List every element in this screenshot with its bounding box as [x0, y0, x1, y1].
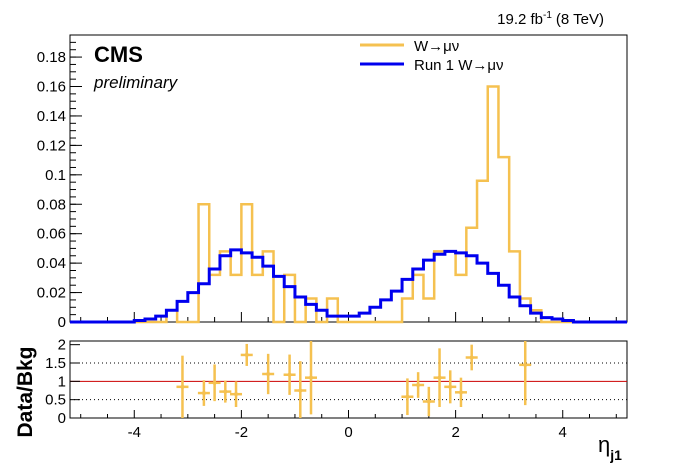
ratio-marker	[223, 389, 228, 394]
ratio-reference-lines	[70, 362, 627, 401]
main-y-tick-label: 0.18	[37, 49, 66, 66]
ratio-marker	[287, 372, 292, 377]
ratio-point	[433, 348, 446, 407]
ratio-marker	[244, 352, 249, 357]
ratio-point	[208, 364, 221, 402]
ratio-marker	[266, 372, 271, 376]
ratio-y-tick-label: 1	[58, 373, 66, 390]
main-y-tick-label: 0.1	[45, 167, 66, 184]
ratio-marker	[458, 390, 463, 395]
ratio-point	[401, 378, 414, 416]
main-y-tick-label: 0	[58, 314, 66, 331]
lumi-value: 19.2 fb	[497, 11, 543, 28]
ratio-marker	[309, 375, 314, 380]
ratio-marker	[437, 375, 442, 380]
ratio-marker	[469, 355, 474, 360]
ratio-point	[197, 380, 210, 406]
status-label: preliminary	[93, 73, 179, 92]
x-axis-title-main: η	[598, 432, 610, 457]
ratio-marker	[448, 384, 453, 389]
ratio-marker	[405, 394, 410, 399]
ratio-point	[412, 372, 425, 398]
ratio-x-tick-label: -4	[128, 424, 141, 441]
ratio-x-tick-label: 0	[344, 424, 352, 441]
main-y-tick-label: 0.12	[37, 137, 66, 154]
experiment-label: CMS	[94, 42, 143, 67]
ratio-point	[465, 344, 478, 371]
ratio-x-tick-label: 4	[559, 424, 567, 441]
ratio-points-layer	[176, 341, 532, 418]
main-y-tick-label: 0.08	[37, 196, 66, 213]
main-y-tick-label: 0.16	[37, 79, 66, 96]
ratio-point	[176, 355, 189, 418]
ratio-point	[240, 343, 253, 366]
ratio-point	[519, 341, 532, 406]
ratio-point	[230, 381, 243, 407]
ratio-marker	[416, 383, 421, 387]
ratio-y-axis: 00.5 11.52	[45, 337, 80, 427]
ratio-y-tick-label: 2	[58, 337, 66, 354]
ratio-marker	[298, 388, 303, 393]
ratio-marker	[523, 362, 528, 367]
ratio-y-tick-label: 0.5	[45, 392, 66, 409]
x-axis-title: ηj1	[598, 432, 622, 463]
ratio-marker	[201, 391, 206, 396]
ratio-marker	[180, 384, 185, 389]
ratio-point	[283, 354, 296, 395]
ratio-marker	[426, 399, 431, 404]
main-y-tick-label: 0.04	[37, 255, 66, 272]
ratio-point	[422, 386, 435, 417]
legend-label-w-munu: W→μν	[414, 38, 459, 55]
series-w-munu-line	[70, 85, 627, 324]
lumi-energy: (8 TeV)	[556, 11, 604, 28]
legend-label-run1-w-munu: Run 1 W→μν	[414, 57, 504, 74]
ratio-marker	[212, 380, 217, 385]
ratio-y-tick-label: 0	[58, 410, 66, 427]
ratio-marker	[234, 392, 239, 397]
ratio-point	[219, 380, 232, 403]
ratio-point	[454, 377, 467, 407]
x-axis-title-sub: j1	[609, 447, 622, 463]
lumi-superscript: -1	[543, 10, 552, 21]
ratio-point	[305, 341, 318, 415]
legend: W→μν Run 1 W→μν	[360, 38, 504, 74]
ratio-y-tick-label: 1.5	[45, 355, 66, 372]
lumi-label: 19.2 fb-1 (8 TeV)	[497, 10, 604, 28]
main-series-layer	[70, 85, 627, 324]
ratio-plot-frame	[69, 340, 628, 419]
ratio-y-title: Data/Bkg	[14, 346, 37, 437]
main-y-tick-label: 0.06	[37, 226, 66, 243]
ratio-point	[262, 353, 275, 395]
main-y-tick-label: 0.14	[37, 108, 66, 125]
ratio-point	[294, 361, 307, 418]
main-y-tick-label: 0.02	[37, 285, 66, 302]
ratio-x-axis: -4 -2 0 2 4	[80, 410, 617, 441]
series-run1-w-munu-line	[70, 248, 627, 324]
ratio-x-tick-label: -2	[235, 424, 248, 441]
ratio-point	[444, 370, 457, 404]
main-y-axis: 0 0.02 0.04 0.06 0.08 0.1 0.12 0.14 0.16 0.18	[37, 41, 82, 331]
main-panel: 0 0.02 0.04 0.06 0.08 0.1 0.12 0.14 0.16 0.18 19.…	[37, 10, 628, 331]
ratio-panel: 00.511.52 -4 -2 0 2 4 Data/Bkg ηj1	[14, 337, 628, 463]
ratio-x-tick-label: 2	[451, 424, 459, 441]
